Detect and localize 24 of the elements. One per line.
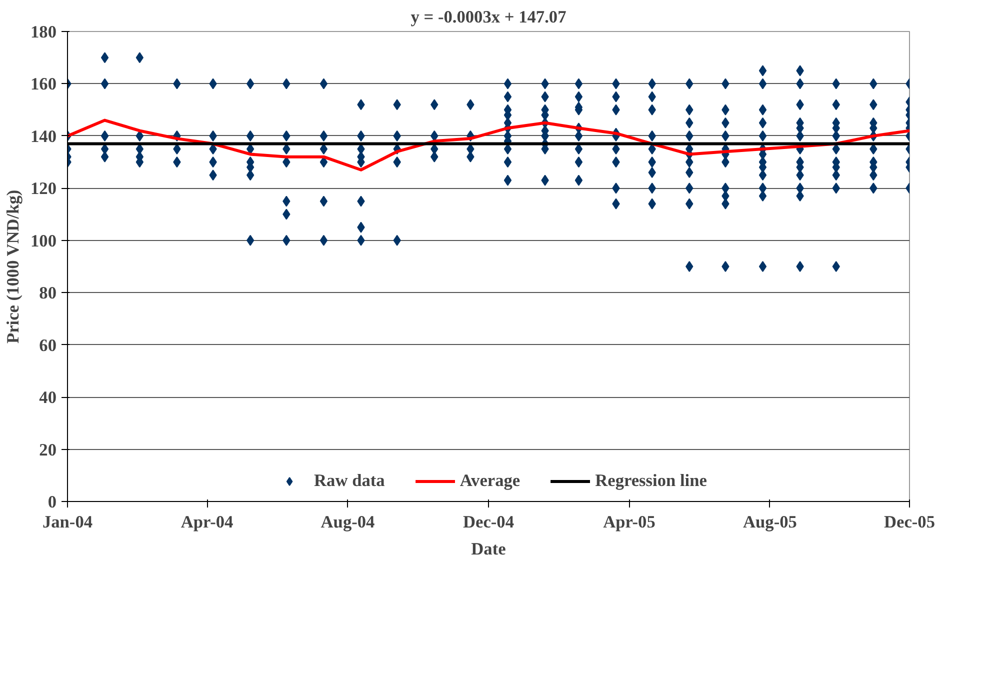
y-tick-label: 140 — [30, 126, 57, 146]
legend-label: Average — [460, 471, 520, 491]
x-tick-label: Aug-05 — [743, 512, 798, 532]
y-tick-label: 100 — [30, 231, 57, 250]
x-tick-label: Jan-04 — [42, 512, 93, 532]
x-tick-label: Aug-04 — [320, 512, 376, 532]
y-tick-label: 20 — [39, 440, 56, 460]
y-tick-label: 40 — [39, 388, 56, 408]
x-tick-label: Dec-04 — [463, 512, 514, 532]
x-tick-label: Apr-05 — [603, 512, 656, 532]
y-axis-title: Price (1000 VND/kg) — [4, 190, 23, 344]
y-tick-label: 80 — [39, 284, 56, 303]
x-tick-label: Apr-04 — [180, 512, 234, 532]
line-series — [68, 118, 910, 172]
legend-label: Raw data — [314, 471, 385, 491]
y-tick-label: 160 — [30, 74, 57, 94]
x-tick-label: Dec-05 — [884, 512, 936, 532]
x-axis-title: Date — [471, 540, 506, 558]
y-tick-label: 60 — [39, 336, 56, 355]
y-tick-label: 180 — [30, 22, 57, 42]
legend-label: Regression line — [595, 471, 707, 491]
chart-title: y = -0.0003x + 147.07 — [410, 8, 567, 26]
y-tick-label: 120 — [30, 179, 57, 198]
y-tick-label: 0 — [48, 492, 57, 512]
